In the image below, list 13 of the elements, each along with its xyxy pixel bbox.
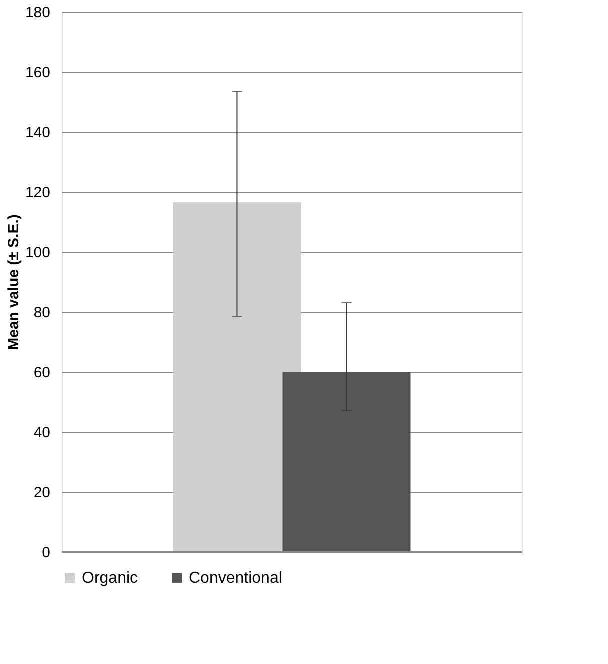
legend-label: Conventional: [189, 570, 282, 587]
y-tick-label: 0: [42, 544, 50, 562]
legend-label: Organic: [82, 570, 138, 587]
y-axis-title: Mean value (± S.E.): [5, 214, 22, 350]
y-tick-label: 180: [25, 4, 50, 22]
y-tick-label: 160: [25, 64, 50, 82]
y-tick-label: 80: [34, 304, 50, 322]
y-tick-label: 20: [34, 484, 50, 502]
y-tick-label: 60: [34, 364, 50, 382]
y-tick-label: 120: [25, 184, 50, 202]
y-tick-label: 140: [25, 124, 50, 142]
y-tick-label: 100: [25, 244, 50, 262]
y-tick-label: 40: [34, 424, 50, 442]
